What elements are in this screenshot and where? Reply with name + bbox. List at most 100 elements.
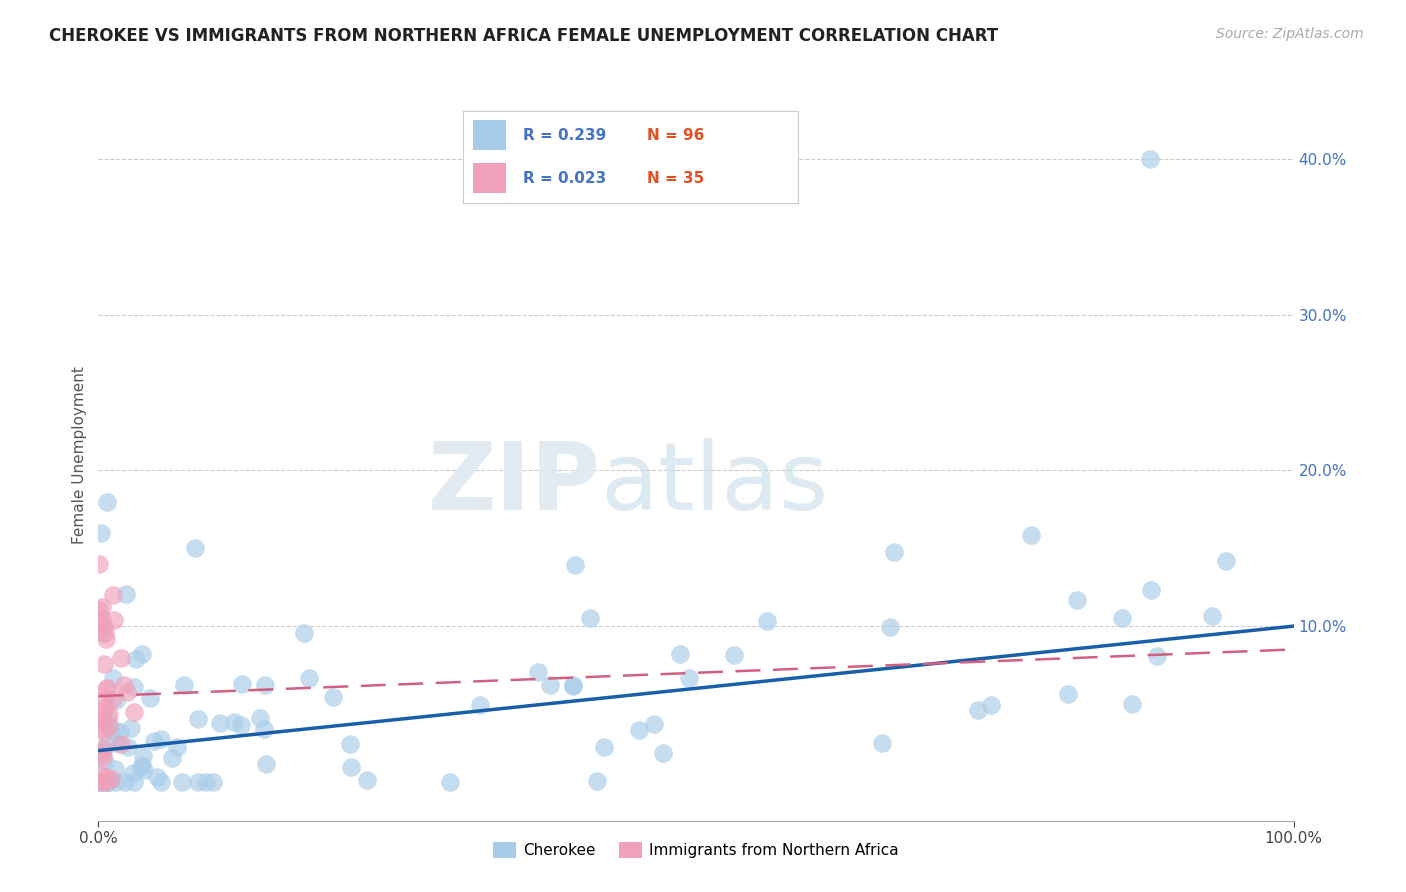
- Point: [562, 679, 585, 693]
- Point: [879, 620, 901, 634]
- Point: [89, 746, 111, 760]
- Point: [643, 717, 665, 731]
- Point: [120, 722, 142, 736]
- Point: [1121, 697, 1143, 711]
- Point: [89, 557, 111, 571]
- Point: [1139, 153, 1161, 167]
- Point: [90, 774, 112, 789]
- Point: [628, 723, 651, 737]
- Point: [98, 718, 121, 732]
- Point: [1111, 611, 1133, 625]
- Point: [93, 619, 115, 633]
- Point: [146, 770, 169, 784]
- Point: [1215, 554, 1237, 568]
- Point: [97, 774, 120, 789]
- Point: [124, 705, 146, 719]
- Point: [125, 652, 148, 666]
- Point: [114, 774, 136, 789]
- Point: [89, 747, 111, 762]
- Point: [100, 772, 122, 786]
- Point: [90, 525, 112, 540]
- Point: [112, 678, 135, 692]
- Legend: Cherokee, Immigrants from Northern Africa: Cherokee, Immigrants from Northern Afric…: [486, 836, 905, 864]
- Point: [93, 690, 115, 705]
- Point: [93, 755, 115, 769]
- Point: [173, 678, 195, 692]
- Point: [115, 684, 138, 698]
- Y-axis label: Female Unemployment: Female Unemployment: [72, 366, 87, 544]
- Point: [254, 677, 277, 691]
- Point: [90, 599, 112, 614]
- Point: [585, 773, 607, 788]
- Point: [756, 614, 779, 628]
- Point: [292, 625, 315, 640]
- Point: [883, 544, 905, 558]
- Point: [222, 715, 245, 730]
- Point: [187, 774, 209, 789]
- Point: [93, 724, 115, 739]
- Point: [105, 692, 128, 706]
- Point: [122, 774, 145, 789]
- Point: [98, 722, 121, 736]
- Point: [1057, 687, 1080, 701]
- Point: [187, 712, 209, 726]
- Point: [172, 774, 194, 789]
- Point: [94, 682, 117, 697]
- Point: [527, 665, 550, 680]
- Text: CHEROKEE VS IMMIGRANTS FROM NORTHERN AFRICA FEMALE UNEMPLOYMENT CORRELATION CHAR: CHEROKEE VS IMMIGRANTS FROM NORTHERN AFR…: [49, 27, 998, 45]
- Point: [90, 774, 112, 789]
- Point: [249, 711, 271, 725]
- Point: [967, 703, 990, 717]
- Point: [100, 693, 122, 707]
- Point: [1146, 648, 1168, 663]
- Point: [96, 717, 118, 731]
- Text: ZIP: ZIP: [427, 438, 600, 530]
- Point: [110, 650, 132, 665]
- Point: [89, 767, 111, 781]
- Point: [89, 774, 111, 789]
- Point: [101, 588, 124, 602]
- Point: [110, 737, 132, 751]
- Point: [91, 741, 114, 756]
- Point: [87, 603, 110, 617]
- Point: [94, 774, 117, 789]
- Point: [117, 740, 139, 755]
- Point: [538, 678, 561, 692]
- Point: [122, 680, 145, 694]
- Point: [139, 691, 162, 706]
- Point: [160, 750, 183, 764]
- Point: [229, 718, 252, 732]
- Point: [98, 707, 121, 722]
- Point: [87, 615, 110, 630]
- Point: [142, 734, 165, 748]
- Point: [1021, 528, 1043, 542]
- Point: [91, 749, 114, 764]
- Point: [115, 587, 138, 601]
- Point: [94, 701, 117, 715]
- Point: [94, 770, 117, 784]
- Point: [194, 774, 217, 789]
- Point: [166, 739, 188, 754]
- Point: [91, 745, 114, 759]
- Point: [150, 731, 173, 746]
- Point: [93, 657, 115, 671]
- Point: [652, 747, 675, 761]
- Point: [209, 716, 232, 731]
- Point: [202, 774, 225, 789]
- Point: [94, 774, 117, 789]
- Point: [91, 713, 114, 727]
- Point: [183, 541, 205, 556]
- Point: [103, 613, 125, 627]
- Text: Source: ZipAtlas.com: Source: ZipAtlas.com: [1216, 27, 1364, 41]
- Point: [96, 494, 118, 508]
- Point: [97, 774, 120, 789]
- Point: [132, 749, 155, 764]
- Point: [104, 762, 127, 776]
- Point: [101, 671, 124, 685]
- Point: [1201, 609, 1223, 624]
- Text: atlas: atlas: [600, 438, 828, 530]
- Point: [562, 678, 585, 692]
- Point: [131, 757, 153, 772]
- Point: [668, 647, 690, 661]
- Point: [254, 757, 277, 772]
